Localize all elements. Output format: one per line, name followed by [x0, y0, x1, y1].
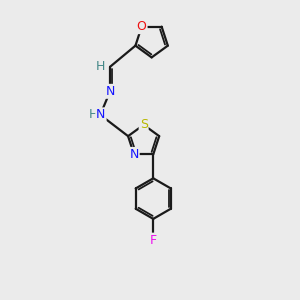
- Text: N: N: [129, 148, 139, 161]
- Text: F: F: [150, 234, 157, 247]
- Text: N: N: [96, 108, 106, 122]
- Text: S: S: [140, 118, 148, 131]
- Text: N: N: [105, 85, 115, 98]
- Text: O: O: [137, 20, 147, 33]
- Text: H: H: [88, 108, 98, 122]
- Text: H: H: [96, 60, 106, 73]
